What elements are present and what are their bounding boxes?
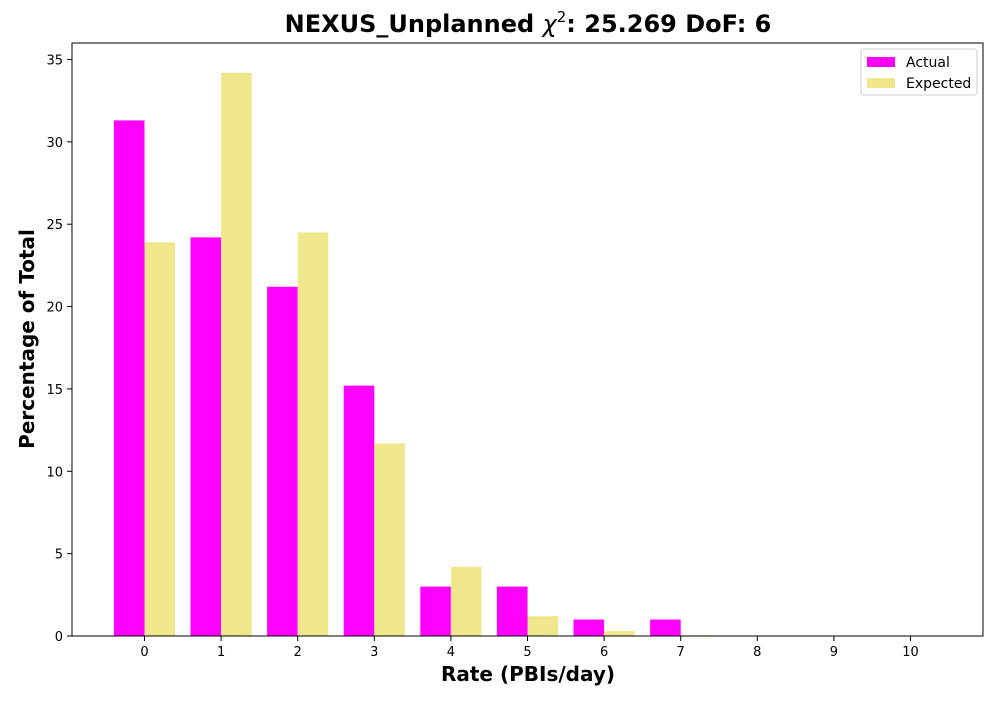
x-tick-label-0: 0	[140, 645, 148, 660]
y-tick-label-30: 30	[46, 136, 63, 151]
bar-expected-5	[527, 616, 559, 636]
y-tick-label-15: 15	[46, 383, 63, 398]
plot-frame	[71, 42, 984, 637]
legend-label-actual: Actual	[906, 55, 950, 71]
bar-actual-5	[496, 586, 528, 636]
bar-expected-1	[221, 72, 252, 636]
bar-actual-2	[267, 286, 298, 636]
y-tick-label-25: 25	[46, 218, 63, 233]
y-axis-label: Percentage of Total	[15, 229, 39, 449]
bar-actual-6	[573, 619, 605, 636]
bar-expected-3	[374, 443, 405, 636]
x-tick-label-2: 2	[294, 645, 302, 660]
bar-actual-0	[113, 120, 145, 637]
x-tick-label-9: 9	[830, 645, 838, 660]
x-tick-label-1: 1	[217, 645, 225, 660]
x-tick-label-10: 10	[902, 645, 919, 660]
bar-expected-6	[604, 631, 635, 636]
plot-area: 0 1 2 3 4 5 6 7 8 9 10 0 5 10 15 20 25 30 35	[46, 53, 918, 660]
bar-actual-4	[420, 586, 451, 636]
y-tick-label-35: 35	[46, 53, 63, 68]
legend: Actual Expected	[860, 48, 978, 96]
bar-actual-3	[343, 385, 375, 636]
x-axis-label: Rate (PBIs/day)	[441, 662, 615, 686]
y-tick-label-5: 5	[55, 548, 63, 563]
legend-label-expected: Expected	[906, 76, 971, 92]
bar-expected-2	[297, 232, 329, 636]
y-tick-label-10: 10	[46, 465, 63, 480]
x-tick-label-5: 5	[523, 645, 531, 660]
x-tick-label-6: 6	[600, 645, 608, 660]
legend-swatch-expected	[867, 78, 895, 88]
x-tick-label-3: 3	[370, 645, 378, 660]
bar-actual-7	[650, 619, 681, 636]
bar-actual-1	[190, 237, 222, 636]
bar-expected-4	[450, 566, 482, 636]
y-tick-label-20: 20	[46, 301, 63, 316]
x-tick-label-4: 4	[447, 645, 455, 660]
x-tick-label-7: 7	[677, 645, 685, 660]
legend-swatch-actual	[867, 57, 895, 67]
bar-expected-0	[144, 242, 176, 636]
chart-title: NEXUS_Unplanned χ2: 25.269 DoF: 6	[285, 8, 772, 38]
y-tick-label-0: 0	[55, 630, 63, 645]
x-tick-label-8: 8	[753, 645, 761, 660]
